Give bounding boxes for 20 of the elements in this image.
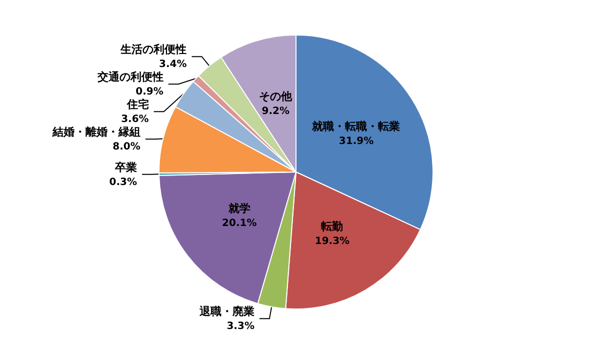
- slice-label: 転勤: [320, 220, 344, 234]
- slice-label: 生活の利便性: [120, 43, 187, 56]
- data-label: 3.4%: [159, 59, 187, 70]
- slice-label: 交通の利便性: [96, 70, 164, 84]
- slice-label: 住宅: [126, 98, 149, 112]
- data-label: 31.9%: [338, 136, 374, 147]
- slice-label: その他: [259, 90, 294, 103]
- data-label: 0.3%: [109, 176, 138, 188]
- slice-label: 就職・転職・転業: [311, 120, 400, 133]
- slice-label: 卒業: [114, 160, 138, 174]
- data-label: 8.0%: [112, 142, 140, 153]
- slice-label: 就学: [227, 202, 250, 216]
- slice-label: 結婚・離婚・縁組: [51, 126, 140, 139]
- data-label: 3.3%: [226, 321, 254, 332]
- data-label: 20.1%: [222, 218, 257, 230]
- slice-label: 退職・廃業: [198, 305, 254, 318]
- data-label: 0.9%: [136, 86, 164, 98]
- data-label: 19.3%: [314, 236, 350, 248]
- data-label: 9.2%: [262, 106, 290, 117]
- data-label: 3.6%: [121, 114, 149, 126]
